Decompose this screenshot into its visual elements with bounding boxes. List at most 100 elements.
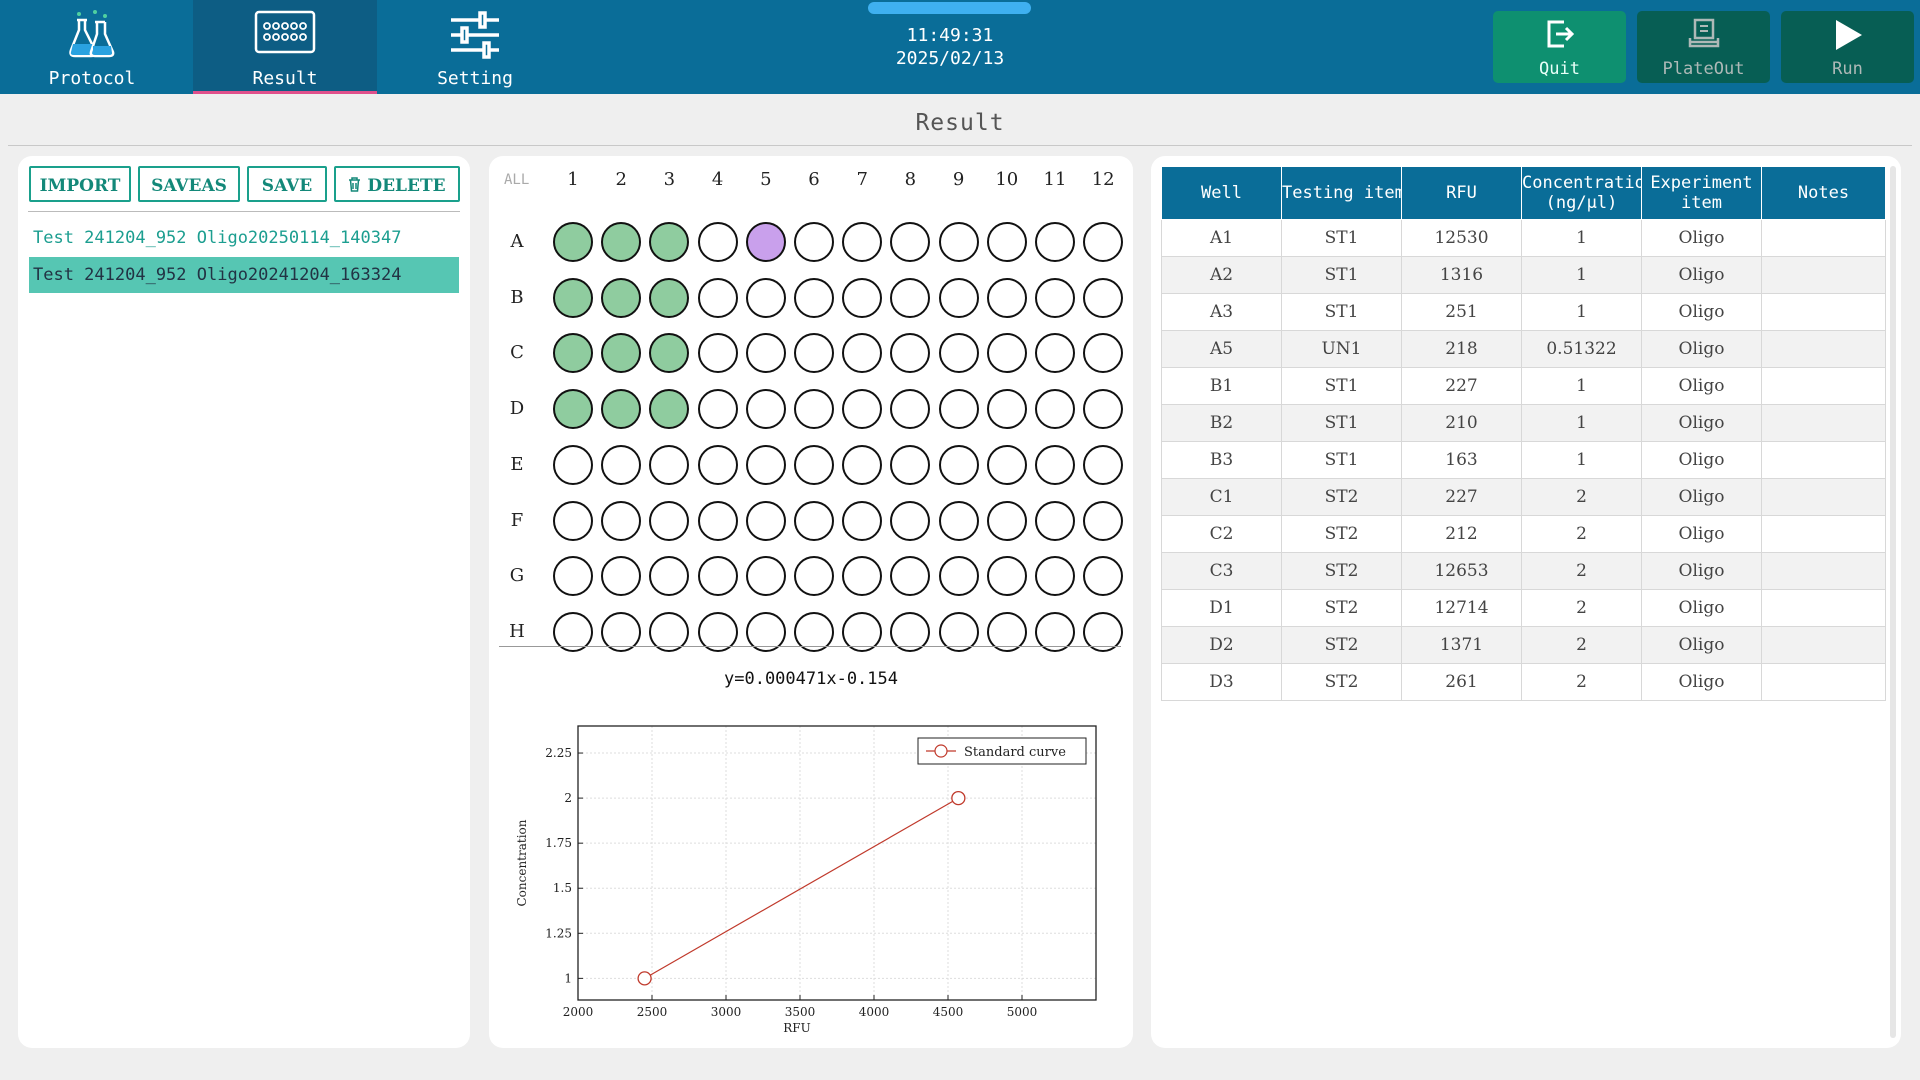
well-f5[interactable] [745,500,786,541]
well-e12[interactable] [1083,444,1124,485]
well-b5[interactable] [745,277,786,318]
well-d4[interactable] [697,389,738,430]
well-d12[interactable] [1083,389,1124,430]
well-a7[interactable] [842,222,883,262]
plate-column-header[interactable]: 10 [995,169,1019,190]
well-a5[interactable] [745,222,786,262]
well-a8[interactable] [890,222,931,262]
well-c11[interactable] [1035,333,1075,374]
plate-column-header[interactable]: 1 [567,169,579,190]
well-b3[interactable] [649,277,690,318]
well-d3[interactable] [649,389,690,430]
plate-column-header[interactable]: 11 [1043,169,1067,190]
well-f10[interactable] [986,500,1027,541]
well-b9[interactable] [938,277,979,318]
well-a6[interactable] [794,222,834,262]
well-c3[interactable] [649,333,690,374]
well-h8[interactable] [890,611,931,652]
table-row[interactable]: C3 ST2 12653 2 Oligo [1161,552,1886,590]
table-row[interactable]: A2 ST1 1316 1 Oligo [1161,256,1886,294]
well-h2[interactable] [601,611,642,652]
tab-result[interactable]: Result [193,0,377,94]
well-c12[interactable] [1083,333,1124,374]
well-h7[interactable] [842,611,883,652]
plateout-button[interactable]: PlateOut [1637,11,1770,83]
table-row[interactable]: D2 ST2 1371 2 Oligo [1161,626,1886,664]
well-g11[interactable] [1035,556,1075,597]
well-d2[interactable] [601,389,642,430]
well-f12[interactable] [1083,500,1124,541]
well-d10[interactable] [986,389,1027,430]
plate-column-header[interactable]: 6 [808,169,820,190]
plate-row-header[interactable]: F [510,509,524,531]
plate-column-header[interactable]: 2 [615,169,627,190]
well-f7[interactable] [842,500,883,541]
table-row[interactable]: D3 ST2 261 2 Oligo [1161,663,1886,701]
well-g12[interactable] [1083,556,1124,597]
well-g1[interactable] [553,556,593,597]
well-d6[interactable] [794,389,834,430]
well-e3[interactable] [649,444,690,485]
file-item-selected[interactable]: Test 241204_952 Oligo20241204_163324 [29,257,459,293]
plate-column-header[interactable]: 8 [904,169,917,190]
well-c7[interactable] [842,333,883,374]
well-a4[interactable] [697,222,738,262]
plate-column-header[interactable]: 9 [952,169,965,190]
header-concentration[interactable]: Concentration (ng/μl) [1521,166,1642,220]
well-e6[interactable] [794,444,834,485]
well-b8[interactable] [890,277,931,318]
well-b6[interactable] [794,277,834,318]
well-f4[interactable] [697,500,738,541]
plate-column-header[interactable]: 5 [760,169,772,190]
well-e10[interactable] [986,444,1027,485]
well-c5[interactable] [745,333,786,374]
table-row[interactable]: B2 ST1 210 1 Oligo [1161,404,1886,442]
header-testing-item[interactable]: Testing item [1281,166,1402,220]
table-row[interactable]: D1 ST2 12714 2 Oligo [1161,589,1886,627]
plate-row-header[interactable]: D [509,398,525,420]
well-c8[interactable] [890,333,931,374]
well-g9[interactable] [938,556,979,597]
plate-column-header[interactable]: 12 [1091,169,1115,190]
well-e1[interactable] [553,444,593,485]
plate-row-header[interactable]: H [509,620,525,642]
table-row[interactable]: C2 ST2 212 2 Oligo [1161,515,1886,553]
well-b2[interactable] [601,277,642,318]
well-c6[interactable] [794,333,834,374]
well-h10[interactable] [986,611,1027,652]
well-c2[interactable] [601,333,642,374]
table-row[interactable]: C1 ST2 227 2 Oligo [1161,478,1886,516]
well-c9[interactable] [938,333,979,374]
well-e2[interactable] [601,444,642,485]
plate-row-header[interactable]: G [509,565,525,587]
well-f3[interactable] [649,500,690,541]
well-c4[interactable] [697,333,738,374]
well-a2[interactable] [601,222,642,262]
well-e5[interactable] [745,444,786,485]
file-item[interactable]: Test 241204_952 Oligo20250114_140347 [29,220,459,256]
save-button[interactable]: SAVE [247,166,327,202]
well-a3[interactable] [649,222,690,262]
table-row[interactable]: A3 ST1 251 1 Oligo [1161,293,1886,331]
well-g7[interactable] [842,556,883,597]
well-d11[interactable] [1035,389,1075,430]
table-row[interactable]: B1 ST1 227 1 Oligo [1161,367,1886,405]
well-b10[interactable] [986,277,1027,318]
table-row[interactable]: A1 ST1 12530 1 Oligo [1161,219,1886,257]
well-a1[interactable] [553,222,593,262]
well-g10[interactable] [986,556,1027,597]
well-h6[interactable] [794,611,834,652]
scrollbar[interactable] [1890,166,1896,1038]
well-a9[interactable] [938,222,979,262]
saveas-button[interactable]: SAVEAS [138,166,240,202]
well-g3[interactable] [649,556,690,597]
well-f2[interactable] [601,500,642,541]
header-experiment-item[interactable]: Experiment item [1641,166,1762,220]
well-c10[interactable] [986,333,1027,374]
well-h11[interactable] [1035,611,1075,652]
plate-column-header[interactable]: 7 [856,169,868,190]
well-a11[interactable] [1035,222,1075,262]
well-b4[interactable] [697,277,738,318]
run-button[interactable]: Run [1781,11,1914,83]
well-g8[interactable] [890,556,931,597]
